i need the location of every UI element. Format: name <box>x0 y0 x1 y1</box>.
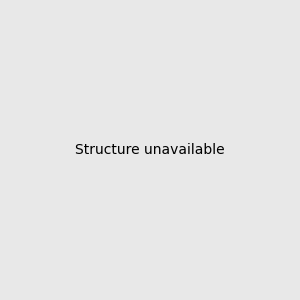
Text: Structure unavailable: Structure unavailable <box>75 143 225 157</box>
